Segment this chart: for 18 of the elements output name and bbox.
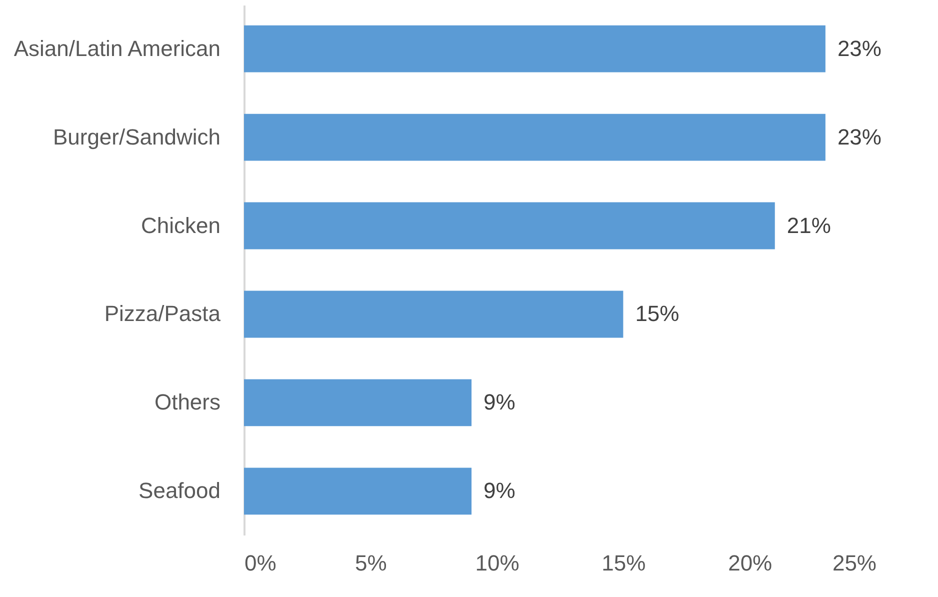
data-label: 23%	[837, 124, 882, 150]
x-tick-label: 25%	[832, 550, 876, 576]
y-tick-label: Chicken	[141, 212, 220, 238]
data-label: 15%	[635, 301, 680, 326]
y-tick-label: Burger/Sandwich	[52, 124, 220, 150]
y-tick-label: Asian/Latin American	[14, 36, 220, 61]
x-tick-label: 5%	[355, 550, 387, 576]
x-tick-label: 0%	[244, 550, 276, 576]
x-tick-label: 10%	[475, 550, 520, 576]
y-tick-label: Seafood	[138, 478, 220, 504]
data-label: 21%	[786, 212, 831, 238]
x-tick-label: 15%	[602, 550, 646, 576]
data-label: 9%	[484, 478, 516, 504]
data-label: 23%	[837, 36, 882, 61]
y-tick-label: Pizza/Pasta	[104, 301, 222, 326]
data-label: 9%	[484, 390, 516, 415]
y-tick-label: Others	[154, 390, 220, 415]
x-tick-label: 20%	[728, 550, 772, 576]
